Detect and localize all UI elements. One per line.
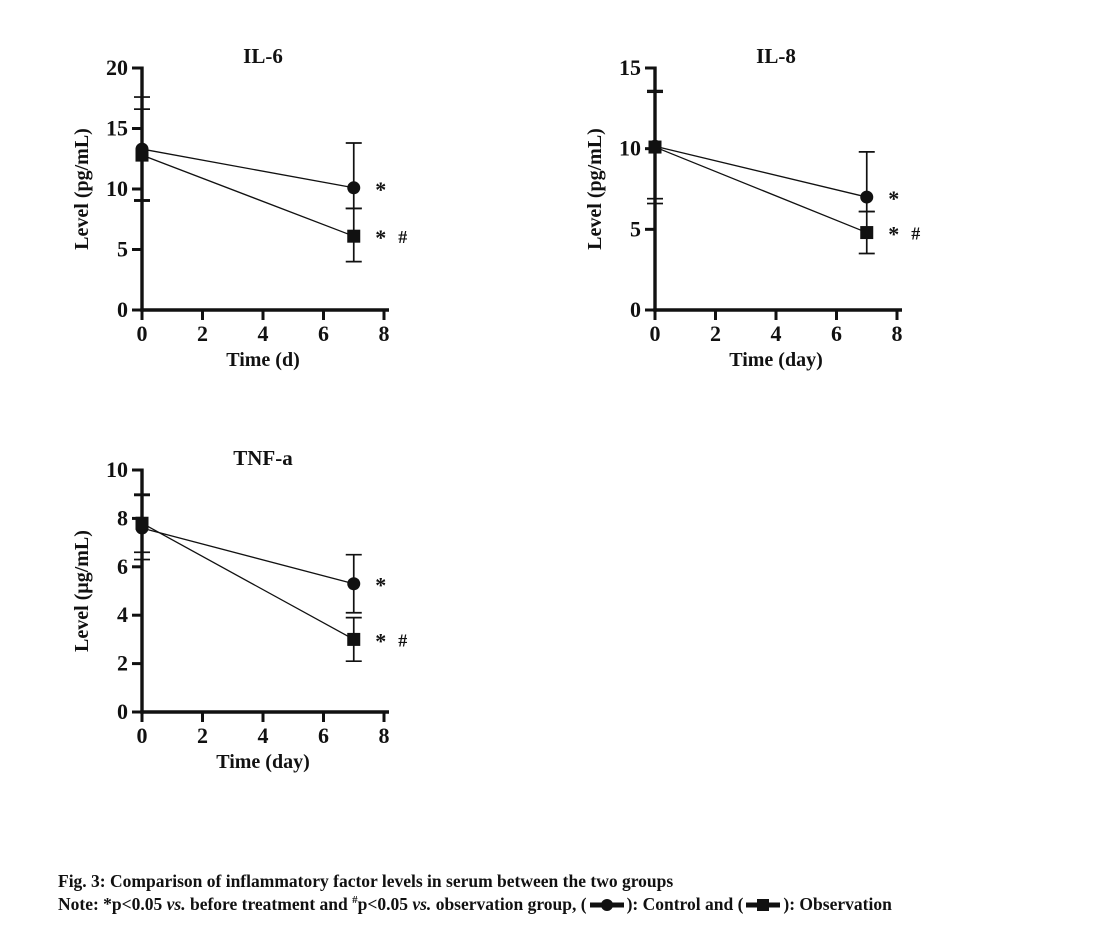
x-tick-label: 6: [318, 723, 329, 748]
chart-il-8: 0 5 10 15 0 2 4 6 8 IL-8 Time (day) Level (pg/mL) * *…: [584, 44, 920, 371]
figure-caption-title: Fig. 3: Comparison of inflammatory facto…: [58, 871, 674, 891]
observation-square-marker: [347, 229, 361, 243]
x-tick-label: 8: [379, 723, 390, 748]
control-circle-marker: [347, 181, 361, 195]
note-text: observation group, (: [431, 894, 587, 914]
x-tick-label: 0: [137, 321, 148, 346]
y-axis-label: Level (pg/mL): [71, 128, 93, 250]
control-sig-star: *: [375, 177, 386, 202]
x-tick-label: 0: [137, 723, 148, 748]
chart-title: IL-6: [243, 44, 283, 68]
control-series-line: [141, 148, 354, 189]
chart-title: TNF-a: [233, 446, 293, 470]
x-tick-label: 0: [650, 321, 661, 346]
y-tick-label: 0: [117, 297, 128, 322]
observation-sig-hash: #: [398, 630, 407, 650]
x-tick-label: 8: [892, 321, 903, 346]
figure-caption: Fig. 3: Comparison of inflammatory facto…: [58, 870, 1038, 916]
control-sig-star: *: [375, 573, 386, 598]
observation-sig-star: *: [375, 225, 386, 250]
control-series-line: [654, 145, 867, 198]
note-vs-italic: vs.: [166, 894, 186, 914]
figure-caption-note: Note: *p<0.05 vs. before treatment and #…: [58, 893, 1038, 916]
observation-sig-star: *: [888, 222, 899, 247]
observation-square-marker: [648, 140, 662, 154]
observation-series-line: [654, 146, 867, 234]
observation-square-marker: [860, 226, 874, 240]
observation-square-marker: [135, 148, 149, 162]
x-tick-label: 2: [197, 321, 208, 346]
x-tick-label: 4: [258, 321, 269, 346]
y-tick-label: 5: [117, 237, 128, 262]
y-tick-label: 0: [117, 699, 128, 724]
y-axis-label: Level (μg/mL): [71, 530, 93, 652]
note-hash-superscript: #: [352, 894, 358, 907]
x-axis-label: Time (day): [216, 751, 310, 773]
control-legend-icon: [589, 899, 624, 911]
y-tick-label: 15: [106, 116, 128, 141]
x-tick-label: 6: [831, 321, 842, 346]
chart-tnf-a: 0 2 4 6 8 10 0 2 4 6 8 TNF-a Time (day) Level (μg/mL)…: [71, 446, 407, 773]
x-tick-label: 2: [197, 723, 208, 748]
y-tick-label: 2: [117, 651, 128, 676]
note-vs-italic: vs.: [412, 894, 432, 914]
y-tick-label: 8: [117, 505, 128, 530]
observation-series-line: [141, 154, 354, 237]
observation-sig-hash: #: [398, 227, 407, 247]
note-text: ): Observation: [783, 894, 892, 914]
note-text: ): Control and (: [626, 894, 744, 914]
observation-legend-square-marker: [757, 899, 770, 911]
control-circle-marker: [860, 190, 874, 204]
y-tick-label: 5: [630, 216, 641, 241]
y-tick-label: 10: [106, 176, 128, 201]
y-tick-label: 10: [619, 136, 641, 161]
observation-sig-star: *: [375, 628, 386, 653]
observation-square-marker: [135, 516, 149, 530]
y-tick-label: 15: [619, 55, 641, 80]
y-tick-label: 6: [117, 554, 128, 579]
control-series-line: [141, 527, 354, 585]
observation-series-line: [141, 522, 355, 640]
control-circle-marker: [347, 577, 361, 591]
note-text: before treatment and: [185, 894, 353, 914]
x-axis-label: Time (day): [729, 349, 823, 371]
y-tick-label: 10: [106, 457, 128, 482]
chart-title: IL-8: [756, 44, 796, 68]
observation-square-marker: [347, 632, 361, 646]
y-tick-label: 4: [117, 602, 128, 627]
x-tick-label: 2: [710, 321, 721, 346]
note-text: Note: *p<0.05: [58, 894, 167, 914]
observation-sig-hash: #: [911, 224, 920, 244]
control-legend-circle-marker: [600, 899, 613, 911]
x-tick-label: 4: [258, 723, 269, 748]
control-sig-star: *: [888, 186, 899, 211]
x-axis-label: Time (d): [226, 349, 300, 371]
y-axis-label: Level (pg/mL): [584, 128, 606, 250]
y-tick-label: 0: [630, 297, 641, 322]
chart-il-6: 0 5 10 15 20 0 2 4 6 8 IL-6 Time (d) Level (pg/mL) * *…: [71, 44, 407, 371]
x-tick-label: 8: [379, 321, 390, 346]
x-tick-label: 6: [318, 321, 329, 346]
note-text: p<0.05: [357, 894, 413, 914]
y-tick-label: 20: [106, 55, 128, 80]
observation-legend-icon: [746, 899, 781, 911]
x-tick-label: 4: [771, 321, 782, 346]
